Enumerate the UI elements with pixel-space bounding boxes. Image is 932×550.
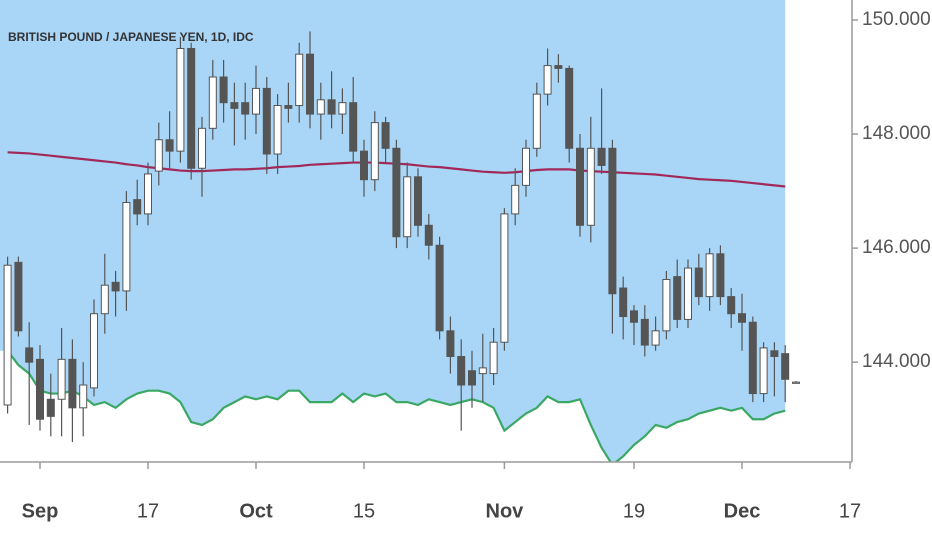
candle-body (241, 102, 250, 115)
candle-body (273, 105, 282, 155)
candle-body (381, 122, 390, 149)
x-tick-label: Dec (724, 500, 761, 522)
candle-body (68, 358, 77, 409)
candle-body (457, 355, 466, 386)
candle-body (3, 264, 12, 406)
candle-body (576, 147, 584, 226)
candle-body (262, 87, 271, 155)
candle-body (370, 122, 379, 181)
candle-body (14, 261, 23, 332)
candle-body (25, 347, 34, 363)
candle-body (57, 358, 66, 400)
candle-body (673, 276, 682, 320)
candle-body (759, 347, 768, 395)
candle-body (543, 65, 552, 95)
plot-area (0, 0, 800, 462)
candle-body (198, 127, 206, 169)
candle-body (165, 139, 174, 152)
candle-body (306, 53, 314, 115)
candle-body (46, 398, 55, 417)
candle-body (360, 150, 368, 181)
candle-body (522, 147, 530, 186)
candle-body (792, 381, 800, 384)
candle-body (511, 184, 520, 215)
candle-body (640, 318, 649, 346)
candle-body (770, 350, 779, 357)
candle-body (338, 102, 347, 115)
candle-body (554, 65, 563, 69)
x-tick-label: 17 (137, 500, 159, 522)
candle-body (694, 267, 703, 298)
candle-body (144, 173, 152, 215)
candle-body (122, 201, 131, 292)
candle-body (187, 47, 196, 169)
candle-body (662, 278, 671, 332)
candle-body (781, 353, 790, 380)
candle-body (219, 76, 228, 104)
y-tick-label: 146.000 (862, 237, 931, 258)
candle-body (705, 253, 714, 298)
y-tick-label: 150.000 (862, 9, 931, 30)
y-tick-label: 148.000 (862, 123, 931, 144)
candle-body (90, 313, 98, 389)
candle-body (176, 47, 185, 152)
candle-body (597, 147, 606, 166)
candle-body (316, 99, 325, 115)
candle-body (500, 213, 509, 343)
candle-body (738, 313, 746, 323)
x-tick-label: 19 (623, 500, 645, 522)
candle-body (403, 176, 412, 238)
candle-body (446, 330, 455, 357)
candle-body (435, 244, 444, 332)
x-tick-label: 15 (353, 500, 375, 522)
x-tick-label: Oct (239, 500, 273, 522)
candle-body (424, 224, 433, 246)
x-tick-label: 17 (839, 500, 861, 522)
candle-body (133, 199, 142, 215)
candle-body (111, 281, 120, 292)
candle-body (684, 267, 692, 320)
y-tick-label: 144.000 (862, 351, 931, 372)
candle-body (716, 253, 725, 298)
candle-body (468, 370, 476, 386)
candle-body (252, 87, 260, 115)
candle-body (154, 139, 163, 172)
chart-title: BRITISH POUND / JAPANESE YEN, 1D, IDC (8, 30, 254, 44)
candle-body (327, 99, 336, 115)
candle-body (608, 147, 617, 295)
candle-body (651, 330, 660, 346)
candle-body (586, 147, 595, 226)
candle-body (36, 358, 44, 420)
candle-body (208, 76, 217, 129)
candle-body (748, 321, 757, 395)
candle-body (630, 310, 638, 323)
candle-body (230, 102, 239, 109)
candle-body (619, 287, 628, 318)
candle-body (565, 67, 574, 149)
candle-body (489, 341, 498, 375)
candle-body (284, 105, 293, 109)
x-tick-label: Sep (22, 500, 59, 522)
candle-body (532, 93, 541, 149)
candle-body (478, 367, 487, 375)
candle-body (727, 296, 736, 315)
candle-body (100, 284, 109, 315)
overlay-line (6, 350, 786, 462)
candle-body (79, 384, 88, 409)
candle-body (392, 147, 401, 238)
x-tick-label: Nov (486, 500, 525, 522)
candle-body (349, 102, 358, 152)
candle-body (414, 176, 422, 226)
candle-body (295, 53, 304, 107)
